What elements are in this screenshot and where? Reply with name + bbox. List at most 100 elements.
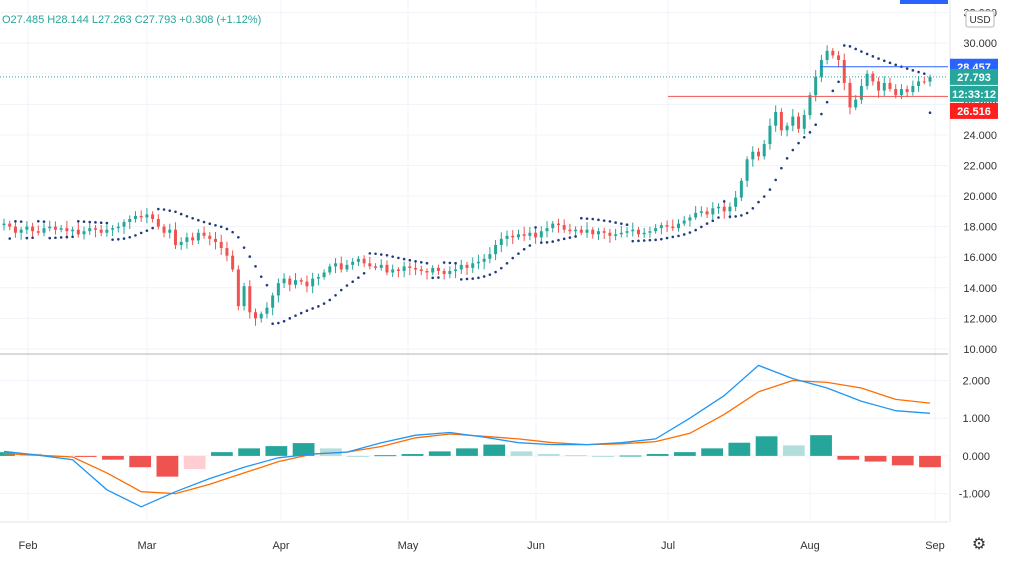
candle-body (488, 254, 492, 259)
sar-dot (374, 252, 377, 256)
sar-dot (14, 219, 17, 223)
sar-dot (802, 135, 806, 139)
candle-body (385, 264, 389, 273)
candle-body (888, 82, 892, 90)
candle-body (328, 266, 332, 273)
candle-body (705, 211, 709, 215)
macd-histogram-bar (238, 448, 261, 456)
sar-dot (82, 220, 86, 223)
sar-dot (831, 89, 835, 93)
sar-dot (54, 236, 57, 240)
macd-line (3, 364, 931, 508)
candle-body (31, 226, 35, 232)
candle-body (76, 229, 80, 235)
sar-dot (791, 148, 795, 152)
candle-body (128, 218, 132, 223)
sar-dot (602, 219, 606, 222)
sar-dot (882, 59, 886, 63)
sar-dot (397, 256, 400, 260)
candle-body (191, 237, 195, 241)
macd-histogram-bar (782, 445, 805, 456)
candle-body (431, 267, 435, 273)
price-tick-label: 14.000 (963, 283, 997, 295)
candle-body (522, 234, 526, 236)
close-price-badge (950, 68, 998, 85)
candle-body (356, 258, 360, 262)
candle-body (842, 59, 846, 83)
candle-body (642, 232, 646, 235)
time-tick-label: Aug (800, 540, 820, 552)
sar-dot (282, 319, 286, 323)
sar-dot (614, 221, 617, 224)
candle-body (699, 211, 703, 213)
macd-histogram-bar (864, 455, 887, 462)
candle-body (711, 208, 715, 215)
sar-dot (465, 277, 469, 281)
macd-tick-label: 0.000 (962, 451, 990, 463)
candle-body (448, 270, 452, 275)
candle-body (202, 232, 206, 236)
sar-dot (540, 241, 543, 244)
macd-histogram-bar (537, 454, 560, 456)
candle-body (345, 264, 349, 270)
sar-dot (877, 57, 880, 60)
candle-body (591, 229, 595, 235)
sar-dot (419, 260, 423, 264)
sar-dot (848, 45, 852, 48)
sar-dot (717, 216, 720, 219)
candle-body (837, 55, 841, 60)
candle-body (539, 231, 543, 238)
sar-dot (174, 210, 177, 214)
candle-body (48, 226, 52, 229)
sar-dot (25, 236, 29, 240)
macd-histogram-bar (646, 454, 669, 456)
candle-body (25, 226, 29, 230)
candle-body (865, 73, 869, 86)
candle-body (219, 241, 223, 249)
candle-body (882, 82, 886, 91)
macd-histogram-bar (728, 442, 751, 456)
sar-dot (299, 311, 303, 315)
sar-dot (928, 111, 932, 115)
price-tick-label: 20.000 (963, 191, 997, 203)
candle-body (379, 264, 383, 268)
candle-body (311, 278, 315, 287)
macd-histogram-bar (129, 455, 152, 468)
currency-label: USD (969, 15, 990, 26)
candle-body (254, 312, 258, 319)
sar-dot (368, 252, 372, 255)
sar-dot (597, 218, 600, 222)
candle-body (156, 218, 160, 227)
macd-histogram-bar (810, 435, 832, 456)
axes: 10.000 12.000 14.000 16.000 18.000 20.000 22.0… (0, 0, 997, 552)
candle-body (551, 223, 555, 229)
candle-body (602, 231, 606, 233)
candle-body (808, 95, 812, 116)
time-tick-label: May (398, 540, 419, 552)
time-tick-label: Feb (19, 540, 38, 552)
candle-body (608, 232, 612, 236)
low-price-label: 26.516 (957, 106, 991, 118)
sar-dot (499, 266, 503, 270)
candle-body (88, 228, 92, 232)
candle-body (71, 229, 75, 232)
macd-histogram-bar (483, 444, 506, 456)
sar-dot (494, 270, 497, 274)
sar-dot (865, 52, 869, 56)
candle-body (294, 280, 298, 285)
sar-dot (825, 100, 829, 104)
price-tick-label: 30.000 (963, 38, 997, 50)
candle-body (419, 269, 423, 271)
macd-histogram-bar (183, 455, 206, 470)
gear-icon[interactable]: ⚙ (971, 534, 987, 553)
sar-dot (402, 257, 406, 261)
sar-dot (728, 215, 732, 218)
sar-dot (145, 229, 149, 232)
candle-body (757, 151, 761, 157)
candle-body (728, 206, 732, 212)
candle-body (322, 272, 326, 278)
countdown-label: 12:33:12 (952, 89, 996, 101)
parabolic-sar-series (8, 44, 932, 326)
candlestick-series (2, 45, 932, 326)
